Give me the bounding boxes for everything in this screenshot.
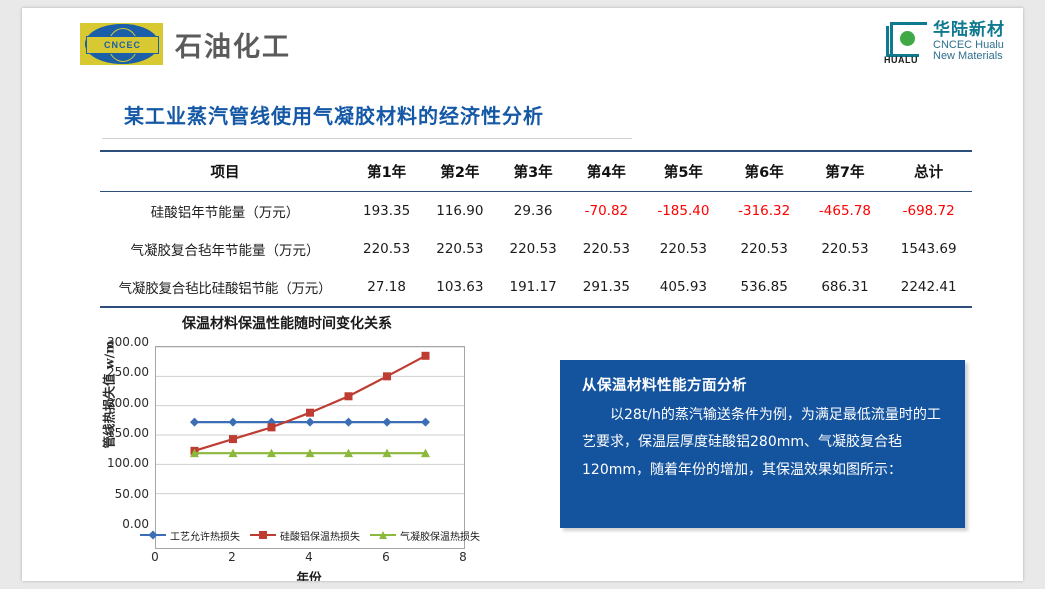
legend-label: 硅酸铝保温热损失: [280, 531, 360, 543]
page-title: 某工业蒸汽管线使用气凝胶材料的经济性分析: [124, 104, 544, 128]
table-col-header: 第2年: [440, 165, 480, 181]
slide-header: CNCEC 石油化工 HUALU 华陆新材 CNCEC Hualu New Ma…: [22, 8, 1023, 70]
table-cell: 193.35: [363, 203, 411, 219]
chart-svg: [156, 346, 464, 495]
cncec-mark-text: CNCEC: [86, 36, 159, 54]
table-cell: 2242.41: [900, 279, 957, 295]
table-col-header: 第3年: [513, 165, 553, 181]
legend-swatch-icon: [250, 531, 276, 539]
economics-table: 项目 第1年 第2年 第3年 第4年 第5年 第6年 第7年 总计 硅酸铝年节能量（万元） 193…: [100, 150, 972, 308]
table-row-label: 硅酸铝年节能量（万元）: [150, 205, 300, 221]
legend-swatch-icon: [370, 531, 396, 539]
table-cell: 291.35: [582, 279, 630, 295]
table-cell: 220.53: [509, 241, 557, 257]
chart-x-ticks: 0 2 4 6 8: [137, 550, 487, 566]
line-chart: 保温材料保温性能随时间变化关系 管线热损失值 w/m 300.00 250.00 2…: [77, 313, 547, 581]
analysis-panel: 从保温材料性能方面分析 以28t/h的蒸汽输送条件为例，为满足最低流量时的工艺要…: [560, 360, 965, 528]
table-col-header: 第6年: [744, 165, 784, 181]
cncec-logo: CNCEC 石油化工: [80, 23, 291, 65]
legend-swatch-icon: [140, 530, 166, 540]
legend-label: 工艺允许热损失: [170, 531, 240, 543]
chart-legend-item: 硅酸铝保温热损失: [250, 528, 360, 543]
title-divider: [102, 138, 632, 139]
table-cell: 220.53: [363, 241, 411, 257]
table-cell: -698.72: [902, 203, 955, 219]
legend-label: 气凝胶保温热损失: [400, 531, 480, 543]
chart-y-tick: 0.00: [122, 517, 149, 531]
table-cell: 686.31: [821, 279, 869, 295]
table-cell: -70.82: [584, 203, 629, 219]
table-cell: 220.53: [740, 241, 788, 257]
table-col-header: 第5年: [663, 165, 703, 181]
table-cell: 103.63: [436, 279, 484, 295]
chart-x-tick: 6: [382, 550, 390, 564]
chart-x-tick: 0: [151, 550, 159, 564]
chart-legend: 工艺允许热损失 硅酸铝保温热损失 气凝胶保温热损失: [140, 522, 480, 549]
table-cell: 220.53: [659, 241, 708, 257]
chart-y-tick: 200.00: [107, 395, 149, 410]
table-row: 气凝胶复合毡年节能量（万元） 220.53 220.53 220.53 220.53 22…: [100, 230, 972, 268]
table-row-label: 气凝胶复合毡年节能量（万元）: [130, 243, 320, 259]
chart-x-tick: 8: [459, 550, 467, 564]
chart-y-tick: 100.00: [107, 456, 149, 471]
hualu-brand-en1: CNCEC Hualu: [933, 38, 1004, 51]
chart-title: 保温材料保温性能随时间变化关系: [182, 316, 392, 332]
table-cell: -185.40: [657, 203, 710, 219]
cncec-globe-icon: CNCEC: [80, 23, 163, 65]
table-col-header: 第4年: [586, 165, 626, 181]
slide: CNCEC 石油化工 HUALU 华陆新材 CNCEC Hualu New Ma…: [22, 8, 1023, 581]
table-header-row: 项目 第1年 第2年 第3年 第4年 第5年 第6年 第7年 总计: [100, 151, 972, 192]
table-cell: 220.53: [821, 241, 869, 257]
hualu-brand-cn: 华陆新材: [933, 20, 1005, 40]
chart-y-ticks: 300.00 250.00 200.00 150.00 100.00 50.00 0.00: [77, 335, 149, 531]
chart-legend-item: 气凝胶保温热损失: [370, 528, 480, 543]
table-col-header: 总计: [914, 165, 944, 181]
chart-plot-area: [155, 346, 465, 524]
table-cell: 220.53: [436, 241, 484, 257]
table-cell: -316.32: [738, 203, 791, 219]
table-col-header: 第7年: [825, 165, 865, 181]
table-row: 硅酸铝年节能量（万元） 193.35 116.90 29.36 -70.82 -185.4…: [100, 192, 972, 231]
table-cell: 29.36: [513, 203, 553, 219]
table-row: 气凝胶复合毡比硅酸铝节能（万元） 27.18 103.63 191.17 291.35 4…: [100, 268, 972, 307]
table-cell: 27.18: [367, 279, 406, 295]
table-cell: 116.90: [436, 203, 484, 219]
table-cell: 191.17: [509, 279, 557, 295]
table-col-header: 项目: [210, 165, 240, 181]
cncec-brand-label: 石油化工: [175, 31, 291, 63]
chart-y-tick: 250.00: [107, 365, 149, 380]
chart-x-axis-label: 年份: [296, 570, 322, 581]
table-cell: 1543.69: [900, 241, 957, 257]
table-col-header: 第1年: [367, 165, 407, 181]
hualu-brand-en2: New Materials: [933, 50, 1003, 63]
hualu-mark-icon: HUALU: [884, 22, 927, 65]
table-cell: 405.93: [659, 279, 708, 295]
table-cell: -465.78: [818, 203, 871, 219]
table-cell: 220.53: [582, 241, 630, 257]
hualu-latin-mark: HUALU: [884, 55, 918, 65]
hualu-logo: HUALU 华陆新材 CNCEC Hualu New Materials: [884, 20, 1005, 65]
chart-y-tick: 150.00: [107, 426, 149, 440]
table-cell: 536.85: [740, 279, 788, 295]
chart-x-tick: 2: [228, 550, 236, 564]
analysis-panel-body: 以28t/h的蒸汽输送条件为例，为满足最低流量时的工艺要求，保温层厚度硅酸铝28…: [582, 407, 941, 478]
table-row-label: 气凝胶复合毡比硅酸铝节能（万元）: [118, 281, 332, 297]
chart-y-tick: 300.00: [107, 335, 149, 349]
chart-legend-item: 工艺允许热损失: [140, 528, 240, 543]
chart-x-tick: 4: [305, 550, 313, 564]
chart-y-tick: 50.00: [114, 486, 149, 501]
analysis-panel-heading: 从保温材料性能方面分析: [582, 378, 747, 394]
